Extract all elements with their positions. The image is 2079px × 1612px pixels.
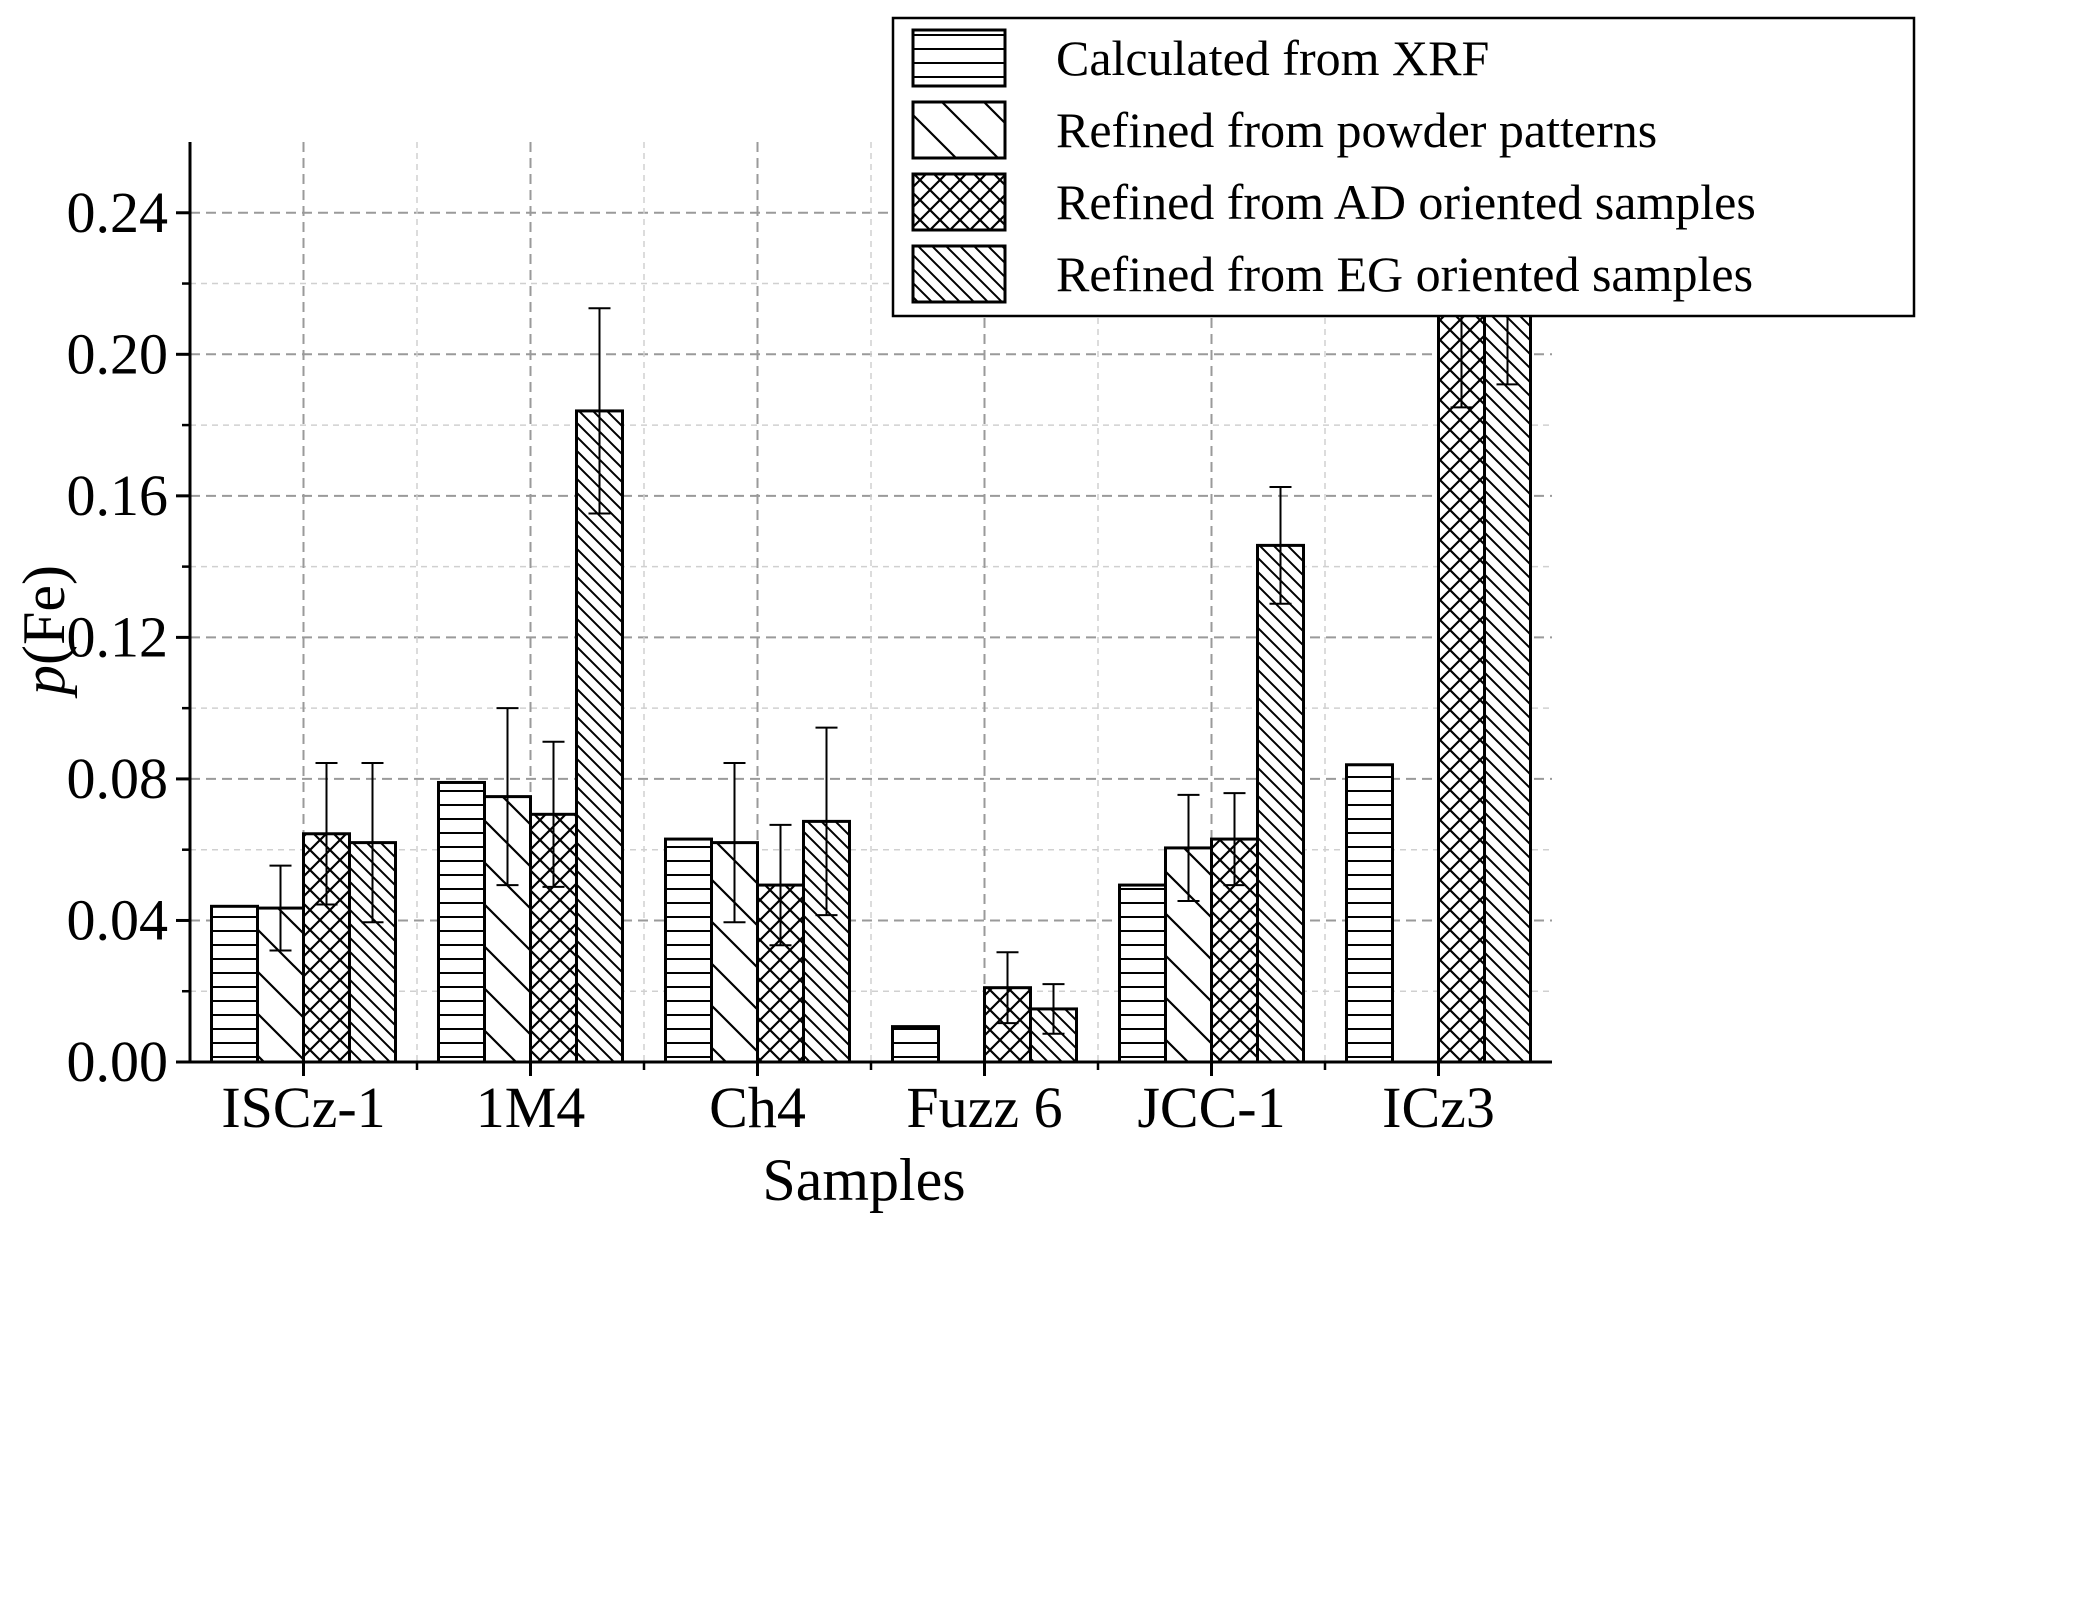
error-bar xyxy=(588,307,611,515)
bar xyxy=(1437,299,1486,1064)
error-bar xyxy=(1223,792,1246,887)
legend-swatch xyxy=(911,28,1007,88)
bar xyxy=(437,780,486,1064)
bar xyxy=(1345,763,1394,1064)
legend-item: Refined from AD oriented samples xyxy=(911,172,1756,232)
legend-label: Refined from AD oriented samples xyxy=(1056,174,1756,230)
bar xyxy=(210,904,259,1064)
error-bar xyxy=(361,762,384,924)
x-tick-label: JCC-1 xyxy=(1137,1075,1285,1140)
legend-label: Refined from powder patterns xyxy=(1056,102,1657,158)
legend-swatch xyxy=(911,172,1007,232)
bar xyxy=(1256,543,1305,1064)
legend-item: Refined from powder patterns xyxy=(911,100,1657,160)
error-bar xyxy=(996,951,1019,1025)
grid-lines xyxy=(190,142,1552,1062)
y-axis-title: p(Fe) xyxy=(11,565,77,699)
x-axis-title: Samples xyxy=(762,1147,965,1213)
legend-swatch xyxy=(911,100,1007,160)
error-bar xyxy=(1269,486,1292,605)
error-bar xyxy=(315,762,338,906)
x-tick-label: ICz3 xyxy=(1382,1075,1495,1140)
x-tick-label: 1M4 xyxy=(476,1075,586,1140)
legend-label: Calculated from XRF xyxy=(1056,30,1489,86)
legend-item: Refined from EG oriented samples xyxy=(911,244,1753,304)
x-axis-ticks: ISCz-1 1M4 Ch4 Fuzz 6 JCC-1 ICz3 xyxy=(221,1062,1495,1140)
x-tick-label: ISCz-1 xyxy=(221,1075,385,1140)
y-tick-label: 0.04 xyxy=(67,887,169,952)
y-tick-label: 0.16 xyxy=(67,463,169,528)
legend: Calculated from XRF Refined from powder p… xyxy=(891,16,1916,318)
bar xyxy=(1483,285,1532,1064)
y-axis-ticks: 0.00 0.04 0.08 0.12 0.16 0.20 0.24 xyxy=(67,180,190,1094)
error-bar xyxy=(769,823,792,947)
error-bar xyxy=(269,864,292,952)
y-tick-label: 0.12 xyxy=(67,604,169,669)
legend-item: Calculated from XRF xyxy=(911,28,1489,88)
error-bar xyxy=(723,762,746,924)
y-axis-title-rest: (Fe) xyxy=(11,565,77,665)
legend-swatch xyxy=(911,244,1007,304)
error-bar xyxy=(542,740,565,888)
error-bar xyxy=(815,726,838,917)
y-axis-title-italic: p xyxy=(11,665,77,699)
legend-box xyxy=(891,16,1916,318)
legend-label: Refined from EG oriented samples xyxy=(1056,246,1753,302)
bar xyxy=(1118,883,1167,1064)
error-bar xyxy=(1042,983,1065,1035)
x-tick-label: Fuzz 6 xyxy=(906,1075,1062,1140)
y-tick-label: 0.08 xyxy=(67,746,169,811)
y-tick-label: 0.20 xyxy=(67,321,169,386)
y-tick-label: 0.24 xyxy=(67,180,169,245)
error-bar xyxy=(1177,793,1200,902)
bar xyxy=(891,1025,940,1064)
y-tick-label: 0.00 xyxy=(67,1029,169,1094)
bar xyxy=(575,409,624,1064)
error-bar xyxy=(496,707,519,887)
x-tick-label: Ch4 xyxy=(709,1075,806,1140)
bar xyxy=(664,837,713,1064)
